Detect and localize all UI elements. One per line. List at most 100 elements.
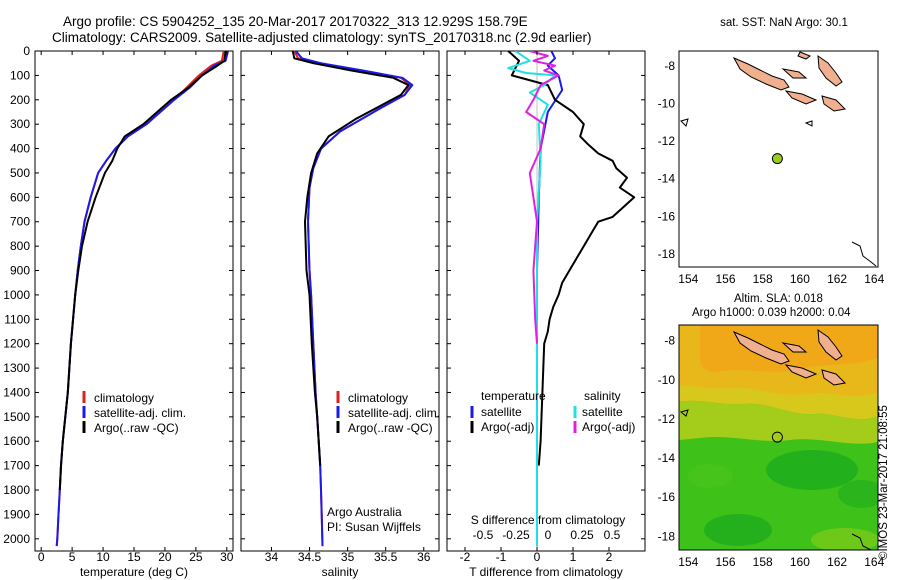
sla-map-title-1: Altim. SLA: 0.018 bbox=[734, 293, 823, 305]
y-tick-label: 1600 bbox=[3, 434, 30, 448]
sla-map-frame bbox=[678, 324, 879, 551]
y-tick-label: 200 bbox=[10, 93, 30, 107]
y-tick-label: 1100 bbox=[4, 312, 30, 326]
y-tick-label: 1400 bbox=[3, 385, 30, 399]
series-temperature-argo-adj bbox=[507, 51, 636, 466]
difference-legend: temperature salinity satellite Argo(-adj… bbox=[470, 389, 635, 434]
salinity-plot-frame bbox=[240, 50, 440, 552]
x-tick-label: 20 bbox=[158, 550, 172, 564]
s-tick-label: 0 bbox=[545, 528, 552, 542]
legend-label: Argo(-adj) bbox=[582, 420, 635, 434]
y-tick-label: 600 bbox=[10, 190, 30, 204]
annotation-pi: PI: Susan Wijffels bbox=[327, 520, 421, 534]
y-tick-label: 1500 bbox=[3, 410, 30, 424]
x-tick-label: 34.5 bbox=[298, 550, 322, 564]
legend-label: Argo(..raw -QC) bbox=[348, 421, 433, 435]
salinity-legend: climatology satellite-adj. clim. Argo(..… bbox=[336, 391, 440, 435]
legend-header-salinity: salinity bbox=[584, 389, 621, 403]
y-tick-label: 500 bbox=[10, 166, 30, 180]
map-x-tick-label: 162 bbox=[827, 272, 847, 286]
header-line-2: Climatology: CARS2009. Satellite-adjuste… bbox=[52, 30, 592, 45]
map-y-tick-label: -8 bbox=[664, 334, 675, 348]
y-tick-label: 1200 bbox=[3, 337, 30, 351]
y-tick-label: 400 bbox=[10, 142, 30, 156]
x-tick-label: 30 bbox=[220, 550, 234, 564]
annotation-argo-australia: Argo Australia bbox=[327, 505, 402, 519]
map-x-tick-label: 154 bbox=[678, 272, 698, 286]
map-y-tick-label: -14 bbox=[658, 172, 676, 186]
map-y-tick-label: -8 bbox=[664, 59, 675, 73]
argo-location-marker bbox=[771, 153, 783, 165]
y-tick-label: 700 bbox=[10, 215, 30, 229]
y-tick-label: 1900 bbox=[3, 507, 30, 521]
series-argo-raw-qc bbox=[58, 51, 227, 491]
y-tick-label: 2000 bbox=[3, 532, 30, 546]
sla-map-coastlines bbox=[679, 328, 872, 550]
temperature-xlabel: temperature (deg C) bbox=[80, 565, 188, 579]
header-line-1: Argo profile: CS 5904252_135 20-Mar-2017… bbox=[63, 14, 528, 29]
s-tick-label: -0.25 bbox=[502, 528, 530, 542]
map-x-tick-label: 164 bbox=[864, 272, 884, 286]
y-tick-label: 1000 bbox=[3, 288, 30, 302]
map-y-tick-label: -18 bbox=[658, 247, 676, 261]
map-x-tick-label: 156 bbox=[715, 272, 735, 286]
x-tick-label: -2 bbox=[460, 550, 471, 564]
y-tick-label: 1300 bbox=[3, 361, 30, 375]
x-tick-label: 25 bbox=[189, 550, 203, 564]
sst-map-frame bbox=[678, 50, 879, 268]
temperature-legend: climatology satellite-adj. clim. Argo(..… bbox=[82, 391, 186, 435]
map-x-tick-label: 158 bbox=[753, 272, 773, 286]
map-y-tick-label: -14 bbox=[658, 451, 676, 465]
series-temperature-satellite bbox=[536, 51, 564, 547]
sst-map-title: sat. SST: NaN Argo: 30.1 bbox=[720, 17, 848, 29]
y-tick-label: 1700 bbox=[3, 459, 30, 473]
legend-label: satellite bbox=[582, 405, 623, 419]
sla-map bbox=[679, 325, 878, 550]
sla-map-title-2: Argo h1000: 0.039 h2000: 0.04 bbox=[692, 307, 851, 319]
difference-top-xlabel: S difference from climatology bbox=[471, 513, 626, 527]
y-tick-label: 300 bbox=[10, 117, 30, 131]
temperature-curves bbox=[55, 51, 229, 547]
legend-label: satellite-adj. clim. bbox=[348, 406, 440, 420]
x-tick-label: -1 bbox=[496, 550, 507, 564]
legend-label: climatology bbox=[94, 391, 154, 405]
y-tick-label: 0 bbox=[23, 44, 30, 58]
map-x-tick-label: 156 bbox=[715, 555, 735, 569]
map-y-tick-label: -12 bbox=[658, 134, 676, 148]
map-y-tick-label: -12 bbox=[658, 412, 676, 426]
legend-label: Argo(..raw -QC) bbox=[94, 421, 179, 435]
series-satellite-adj-clim bbox=[295, 51, 414, 547]
map-x-tick-label: 154 bbox=[678, 555, 698, 569]
difference-plot-frame bbox=[446, 50, 646, 552]
x-tick-label: 5 bbox=[69, 550, 76, 564]
map-x-tick-label: 160 bbox=[790, 555, 810, 569]
salinity-curves bbox=[291, 51, 414, 547]
sst-map bbox=[679, 51, 878, 267]
difference-curves bbox=[507, 51, 636, 551]
x-tick-label: 15 bbox=[127, 550, 141, 564]
map-y-tick-label: -16 bbox=[658, 209, 676, 223]
imos-credit: ©IMOS 23-Mar-2017 21:08:55 bbox=[878, 405, 890, 560]
s-tick-label: 0.25 bbox=[570, 528, 594, 542]
y-tick-label: 900 bbox=[10, 264, 30, 278]
series-salinity-satellite bbox=[507, 51, 556, 547]
map-y-tick-label: -16 bbox=[658, 490, 676, 504]
s-tick-label: -0.5 bbox=[473, 528, 494, 542]
y-tick-label: 100 bbox=[10, 68, 30, 82]
x-tick-label: 2 bbox=[606, 550, 613, 564]
x-tick-label: 10 bbox=[96, 550, 110, 564]
x-tick-label: 35 bbox=[341, 550, 355, 564]
x-tick-label: 0 bbox=[38, 550, 45, 564]
x-tick-label: 34 bbox=[265, 550, 279, 564]
sst-map-coastlines bbox=[680, 51, 877, 267]
x-tick-label: 1 bbox=[570, 550, 577, 564]
series-salinity-argo-adj bbox=[525, 51, 560, 344]
legend-label: climatology bbox=[348, 391, 408, 405]
series-argo-raw-qc bbox=[291, 51, 410, 466]
x-tick-label: 35.5 bbox=[374, 550, 398, 564]
x-tick-label: 0 bbox=[534, 550, 541, 564]
map-y-tick-label: -10 bbox=[658, 373, 676, 387]
y-tick-label: 800 bbox=[10, 239, 30, 253]
argo-location-marker bbox=[771, 431, 783, 443]
